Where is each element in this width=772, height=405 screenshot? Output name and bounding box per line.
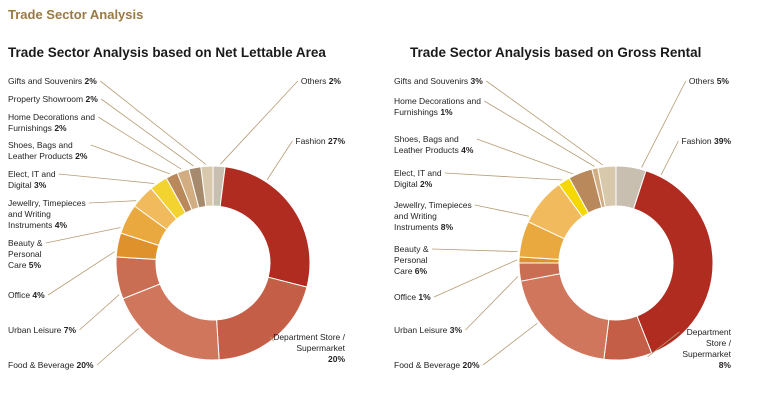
donut-segment-gifts-and-souvenirs xyxy=(597,165,617,208)
segment-percent: 2% xyxy=(75,151,88,161)
leader-line-others xyxy=(641,80,687,168)
segment-label-gifts-and-souvenirs: Gifts and Souvenirs 2% xyxy=(8,76,97,86)
donut-chart-net-lettable-area: Others 2% Fashion 27% Department Store / Su… xyxy=(8,76,346,370)
segment-percent: 1% xyxy=(418,292,431,302)
leader-line-food-beverage xyxy=(482,322,538,366)
segment-label-home-decorations-and-furnishings: Home Decorations and Furnishings 1% xyxy=(394,96,481,117)
leader-line-jewellry-timepieces-and-writing-instruments xyxy=(88,200,137,204)
donut-segment-food-beverage xyxy=(122,283,220,361)
segment-percent: 2% xyxy=(85,76,98,86)
leader-line-office xyxy=(433,259,518,298)
leader-line-jewellry-timepieces-and-writing-instruments xyxy=(474,204,529,217)
segment-label-fashion: Fashion 39% xyxy=(681,136,731,146)
segment-label-elect-it-and-digital: Elect, IT and Digital 3% xyxy=(8,169,56,190)
segment-label-urban-leisure: Urban Leisure 7% xyxy=(8,325,76,335)
segment-label-home-decorations-and-furnishings: Home Decorations and Furnishings 2% xyxy=(8,112,95,133)
leader-line-office xyxy=(47,251,115,296)
donut-segment-gifts-and-souvenirs xyxy=(200,165,214,208)
chart-title-net-lettable-area: Trade Sector Analysis based on Net Letta… xyxy=(8,45,326,60)
segment-percent: 1% xyxy=(440,107,453,117)
segment-label-fashion: Fashion 27% xyxy=(295,136,345,146)
leader-line-beauty-personal-care xyxy=(431,248,518,252)
leader-line-others xyxy=(220,80,299,165)
segment-label-others: Others 5% xyxy=(689,76,730,86)
segment-percent: 20% xyxy=(77,360,94,370)
segment-percent: 8% xyxy=(719,360,732,370)
donut-segment-department-store-supermarket xyxy=(216,276,308,361)
charts-row: Trade Sector Analysis based on Net Letta… xyxy=(0,45,772,405)
donut-segment-fashion xyxy=(219,166,311,288)
segment-percent: 4% xyxy=(461,145,474,155)
segment-percent: 2% xyxy=(420,179,433,189)
segment-label-beauty-personal-care: Beauty & Personal Care 6% xyxy=(394,244,429,276)
segment-percent: 2% xyxy=(85,94,98,104)
segment-percent: 4% xyxy=(32,290,45,300)
segment-label-others: Others 2% xyxy=(301,76,342,86)
segment-label-shoes-bags-and-leather-products: Shoes, Bags and Leather Products 4% xyxy=(394,134,474,155)
segment-percent: 5% xyxy=(717,76,730,86)
segment-label-food-beverage: Food & Beverage 20% xyxy=(8,360,94,370)
segment-label-department-store-supermarket: Department Store / Supermarket 8% xyxy=(682,327,731,370)
leader-line-fashion xyxy=(660,140,679,176)
leader-line-shoes-bags-and-leather-products xyxy=(476,138,574,175)
segment-label-gifts-and-souvenirs: Gifts and Souvenirs 3% xyxy=(394,76,483,86)
donut-segment-food-beverage xyxy=(520,273,610,360)
segment-label-beauty-personal-care: Beauty & Personal Care 5% xyxy=(8,238,43,270)
leader-line-beauty-personal-care xyxy=(45,227,121,244)
leader-line-shoes-bags-and-leather-products xyxy=(90,144,171,175)
leader-line-elect-it-and-digital xyxy=(58,173,155,184)
leader-line-gifts-and-souvenirs xyxy=(100,80,206,165)
segment-percent: 2% xyxy=(54,123,67,133)
segment-percent: 4% xyxy=(55,220,68,230)
donut-segment-fashion xyxy=(632,170,714,354)
segment-label-urban-leisure: Urban Leisure 3% xyxy=(394,325,462,335)
chart-panel-net-lettable-area: Trade Sector Analysis based on Net Letta… xyxy=(0,45,386,405)
leader-line-gifts-and-souvenirs xyxy=(486,80,603,166)
chart-panel-gross-rental: Trade Sector Analysis based on Gross Ren… xyxy=(386,45,772,405)
leader-line-home-decorations-and-furnishings xyxy=(97,116,182,170)
segment-percent: 20% xyxy=(328,354,345,364)
segment-percent: 2% xyxy=(329,76,342,86)
leader-line-elect-it-and-digital xyxy=(444,172,563,181)
segment-label-jewellry-timepieces-and-writing-instruments: Jewellry, Timepieces and Writing Instrumen… xyxy=(8,198,86,230)
leader-line-fashion xyxy=(266,140,293,181)
leader-line-property-showroom xyxy=(100,98,194,167)
donut-chart-gross-rental: Others 5% Fashion 39% Department Store / Sup… xyxy=(394,76,732,370)
segment-percent: 3% xyxy=(471,76,484,86)
leader-line-urban-leisure xyxy=(79,294,120,331)
segment-percent: 3% xyxy=(34,180,47,190)
segment-label-food-beverage: Food & Beverage 20% xyxy=(394,360,480,370)
segment-percent: 39% xyxy=(714,136,731,146)
segment-label-property-showroom: Property Showroom 2% xyxy=(8,94,98,104)
chart-title-gross-rental: Trade Sector Analysis based on Gross Ren… xyxy=(410,45,702,60)
segment-percent: 7% xyxy=(64,325,77,335)
segment-percent: 5% xyxy=(29,260,42,270)
leader-line-department-store-supermarket xyxy=(269,336,274,342)
segment-label-office: Office 4% xyxy=(8,290,45,300)
segment-percent: 6% xyxy=(415,266,428,276)
leader-line-department-store-supermarket xyxy=(647,331,680,358)
leader-line-food-beverage xyxy=(96,328,139,366)
segment-percent: 27% xyxy=(328,136,345,146)
segment-percent: 3% xyxy=(450,325,463,335)
leader-line-urban-leisure xyxy=(465,276,519,331)
segment-percent: 20% xyxy=(463,360,480,370)
segment-label-shoes-bags-and-leather-products: Shoes, Bags and Leather Products 2% xyxy=(8,140,88,161)
leader-line-home-decorations-and-furnishings xyxy=(483,100,595,167)
segment-label-jewellry-timepieces-and-writing-instruments: Jewellry, Timepieces and Writing Instrumen… xyxy=(394,200,472,232)
segment-label-department-store-supermarket: Department Store / Supermarket 20% xyxy=(273,332,345,364)
segment-label-office: Office 1% xyxy=(394,292,431,302)
segment-percent: 8% xyxy=(441,222,454,232)
page-title: Trade Sector Analysis xyxy=(8,7,144,22)
segment-label-elect-it-and-digital: Elect, IT and Digital 2% xyxy=(394,168,442,189)
